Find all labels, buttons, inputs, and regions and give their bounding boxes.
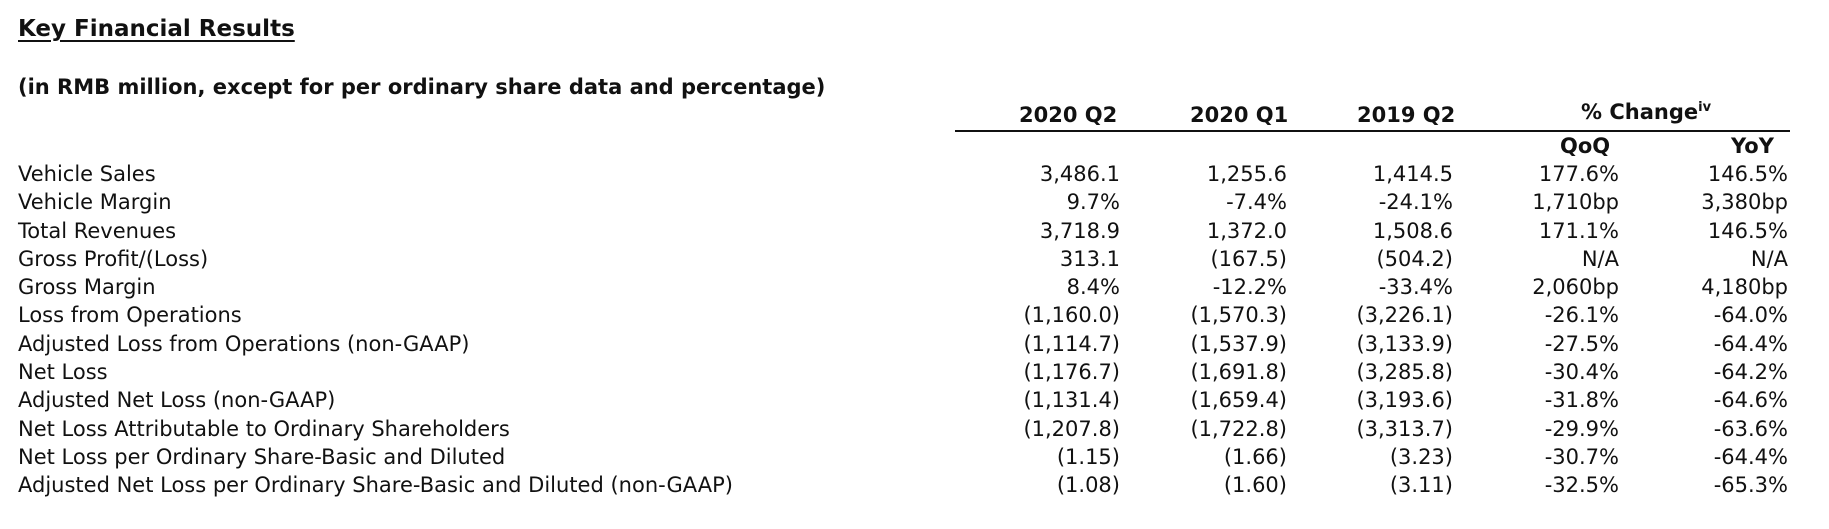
value-2019-q2: (504.2): [1376, 246, 1453, 271]
value-yoy: -64.4%: [1713, 444, 1788, 469]
header-2020-q2: 2020 Q2: [1019, 103, 1118, 127]
value-2020-q1: 1,372.0: [1206, 218, 1287, 243]
value-2020-q1: (1,659.4): [1190, 388, 1287, 413]
value-qoq: -32.5%: [1544, 473, 1619, 498]
header-rule: [955, 130, 1790, 132]
value-2020-q2: 313.1: [1059, 246, 1120, 271]
value-2019-q2: (3.11): [1389, 473, 1453, 498]
value-qoq: -27.5%: [1544, 331, 1619, 356]
row-label: Gross Profit/(Loss): [18, 246, 209, 271]
value-yoy: -64.4%: [1713, 331, 1788, 356]
row-label: Total Revenues: [18, 218, 177, 243]
value-yoy: 146.5%: [1707, 218, 1788, 243]
table-row: Net Loss (1,176.7) (1,691.8) (3,285.8) -…: [0, 358, 1829, 386]
value-yoy: 4,180bp: [1701, 275, 1788, 300]
value-qoq: -31.8%: [1544, 388, 1619, 413]
table-row: Net Loss per Ordinary Share-Basic and Di…: [0, 443, 1829, 471]
value-yoy: N/A: [1750, 246, 1788, 271]
table-row: Gross Profit/(Loss) 313.1 (167.5) (504.2…: [0, 245, 1829, 273]
financial-results-table: Vehicle Sales 3,486.1 1,255.6 1,414.5 17…: [0, 160, 1829, 500]
value-qoq: -26.1%: [1544, 303, 1619, 328]
value-yoy: -64.2%: [1713, 360, 1788, 385]
value-yoy: -63.6%: [1713, 416, 1788, 441]
value-yoy: 3,380bp: [1701, 190, 1788, 215]
table-row: Adjusted Net Loss (non-GAAP) (1,131.4) (…: [0, 386, 1829, 414]
header-2020-q1: 2020 Q1: [1190, 103, 1289, 127]
row-label: Gross Margin: [18, 275, 156, 300]
value-yoy: 146.5%: [1707, 162, 1788, 186]
value-qoq: 177.6%: [1538, 162, 1619, 186]
value-yoy: -64.6%: [1713, 388, 1788, 413]
value-2020-q1: (1,570.3): [1190, 303, 1287, 328]
value-2019-q2: (3,193.6): [1356, 388, 1453, 413]
table-row: Adjusted Loss from Operations (non-GAAP)…: [0, 330, 1829, 358]
value-2019-q2: (3,133.9): [1356, 331, 1453, 356]
value-2020-q1: 1,255.6: [1206, 162, 1287, 186]
value-2020-q2: 3,718.9: [1039, 218, 1120, 243]
value-2020-q2: (1,160.0): [1023, 303, 1120, 328]
value-2019-q2: 1,508.6: [1372, 218, 1453, 243]
value-qoq: -29.9%: [1544, 416, 1619, 441]
value-qoq: -30.7%: [1544, 444, 1619, 469]
table-row: Vehicle Sales 3,486.1 1,255.6 1,414.5 17…: [0, 160, 1829, 188]
header-yoy: YoY: [1731, 134, 1774, 158]
table-row: Net Loss Attributable to Ordinary Shareh…: [0, 415, 1829, 443]
value-2019-q2: -24.1%: [1378, 190, 1453, 215]
table-row: Adjusted Net Loss per Ordinary Share-Bas…: [0, 471, 1829, 499]
value-yoy: -65.3%: [1713, 473, 1788, 498]
value-2020-q2: (1,176.7): [1023, 360, 1120, 385]
value-2020-q1: (1,691.8): [1190, 360, 1287, 385]
value-2020-q1: (1.66): [1223, 444, 1287, 469]
row-label: Net Loss Attributable to Ordinary Shareh…: [18, 416, 510, 441]
table-row: Loss from Operations (1,160.0) (1,570.3)…: [0, 301, 1829, 329]
value-2020-q1: -12.2%: [1212, 275, 1287, 300]
value-2020-q2: (1,114.7): [1023, 331, 1120, 356]
table-row: Vehicle Margin 9.7% -7.4% -24.1% 1,710bp…: [0, 188, 1829, 216]
value-2019-q2: 1,414.5: [1372, 162, 1453, 186]
value-2020-q1: -7.4%: [1226, 190, 1287, 215]
row-label: Adjusted Net Loss (non-GAAP): [18, 388, 336, 413]
value-2020-q1: (167.5): [1210, 246, 1287, 271]
value-2020-q1: (1,722.8): [1190, 416, 1287, 441]
value-2020-q1: (1.60): [1223, 473, 1287, 498]
table-row: Total Revenues 3,718.9 1,372.0 1,508.6 1…: [0, 217, 1829, 245]
header-qoq: QoQ: [1560, 134, 1611, 158]
value-2020-q2: (1.08): [1056, 473, 1120, 498]
percent-change-footnote: iv: [1698, 100, 1712, 115]
value-2019-q2: (3,226.1): [1356, 303, 1453, 328]
value-2019-q2: -33.4%: [1378, 275, 1453, 300]
row-label: Net Loss per Ordinary Share-Basic and Di…: [18, 444, 506, 469]
row-label: Vehicle Sales: [18, 162, 156, 186]
row-label: Loss from Operations: [18, 303, 242, 328]
value-2019-q2: (3.23): [1389, 444, 1453, 469]
row-label: Adjusted Net Loss per Ordinary Share-Bas…: [18, 473, 733, 498]
header-percent-change: % Changeiv: [1581, 100, 1711, 124]
value-2020-q2: (1,131.4): [1023, 388, 1120, 413]
row-label: Net Loss: [18, 360, 108, 385]
value-2019-q2: (3,285.8): [1356, 360, 1453, 385]
percent-change-label: % Change: [1581, 100, 1699, 124]
value-2020-q1: (1,537.9): [1190, 331, 1287, 356]
value-2020-q2: 9.7%: [1066, 190, 1120, 215]
value-2020-q2: 8.4%: [1066, 275, 1120, 300]
row-label: Vehicle Margin: [18, 190, 172, 215]
header-2019-q2: 2019 Q2: [1357, 103, 1456, 127]
value-2020-q2: 3,486.1: [1039, 162, 1120, 186]
value-yoy: -64.0%: [1713, 303, 1788, 328]
value-2019-q2: (3,313.7): [1356, 416, 1453, 441]
row-label: Adjusted Loss from Operations (non-GAAP): [18, 331, 470, 356]
value-qoq: 1,710bp: [1532, 190, 1619, 215]
table-row: Gross Margin 8.4% -12.2% -33.4% 2,060bp …: [0, 273, 1829, 301]
value-qoq: N/A: [1581, 246, 1619, 271]
value-qoq: -30.4%: [1544, 360, 1619, 385]
value-2020-q2: (1.15): [1056, 444, 1120, 469]
value-qoq: 2,060bp: [1532, 275, 1619, 300]
document-title: Key Financial Results: [18, 16, 295, 42]
value-qoq: 171.1%: [1538, 218, 1619, 243]
document-subtitle: (in RMB million, except for per ordinary…: [18, 75, 826, 99]
value-2020-q2: (1,207.8): [1023, 416, 1120, 441]
